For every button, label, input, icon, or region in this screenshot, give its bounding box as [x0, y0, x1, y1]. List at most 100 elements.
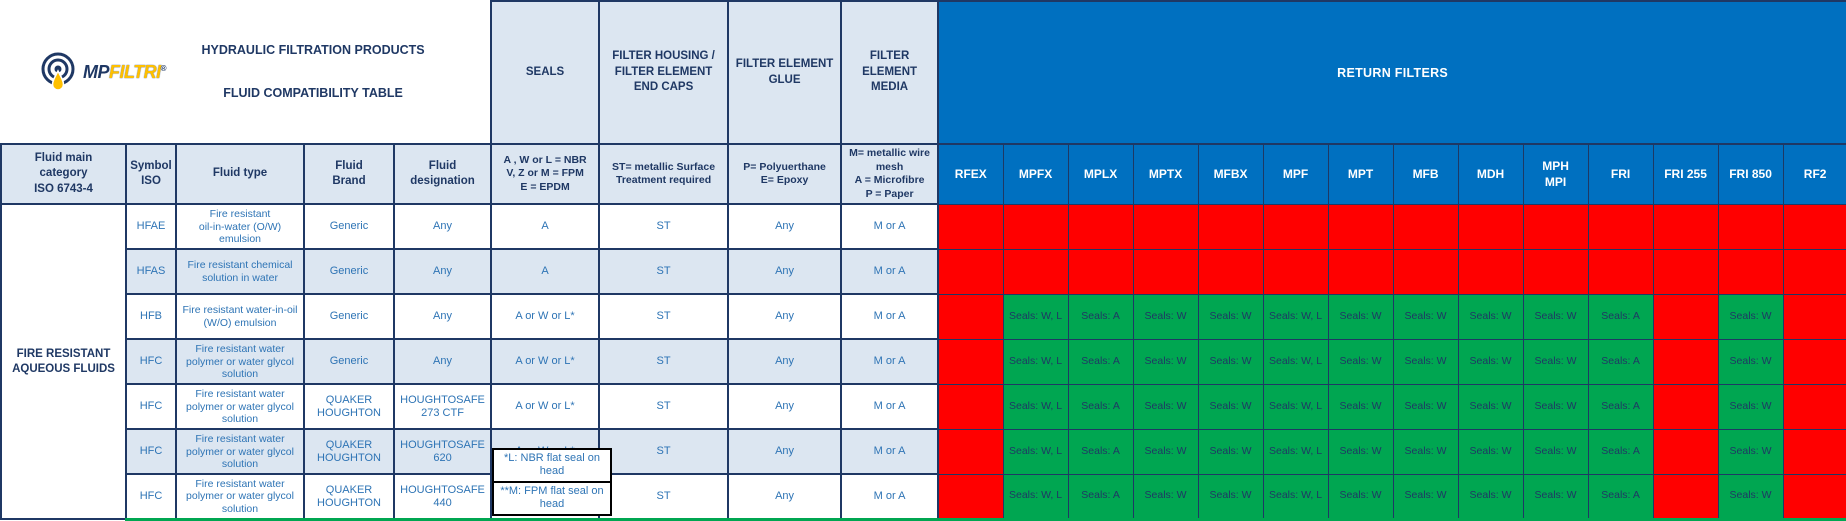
- group-header-return-filters: RETURN FILTERS: [937, 0, 1846, 146]
- compatible-cell: Seals: W: [1132, 338, 1199, 385]
- mp-filtri-logo-text: MPFILTRI®: [83, 61, 167, 82]
- compatible-cell: Seals: W: [1197, 338, 1264, 385]
- incompatible-cell: [937, 383, 1004, 430]
- compatible-cell: Seals: W: [1197, 428, 1264, 475]
- compatible-cell: Seals: A: [1067, 293, 1134, 340]
- filter-column-header: MPT: [1327, 143, 1394, 205]
- filter-columns-row: Fluid main category ISO 6743-4 Symbol IS…: [0, 143, 1846, 206]
- fluid-category-cell: FIRE RESISTANT AQUEOUS FLUIDS: [0, 203, 127, 521]
- compatible-cell: Seals: W: [1522, 473, 1589, 521]
- incompatible-cell: [1457, 248, 1524, 295]
- title-line-1: HYDRAULIC FILTRATION PRODUCTS: [201, 43, 425, 58]
- seals-cell: A or W or L*: [490, 383, 601, 431]
- endcaps-cell: ST: [598, 473, 730, 521]
- brand-title-cell: MPFILTRI® HYDRAULIC FILTRATION PRODUCTS …: [1, 1, 492, 146]
- table-row: HFB Fire resistant water-in-oil (W/O) emu…: [1, 293, 1846, 341]
- col-header-symbol: Symbol ISO: [125, 143, 177, 206]
- type-cell: Fire resistant chemical solution in wate…: [175, 248, 305, 296]
- col-header-end-caps-legend: ST= metallic Surface Treatment required: [598, 143, 730, 206]
- incompatible-cell: [1132, 203, 1199, 250]
- compatible-cell: Seals: W: [1717, 473, 1784, 521]
- glue-cell: Any: [727, 428, 843, 476]
- compatible-cell: Seals: W: [1392, 338, 1459, 385]
- filter-column-header: MDH: [1457, 143, 1524, 205]
- filter-column-header: MPTX: [1132, 143, 1199, 205]
- table-row: HFC Fire resistant water polymer or water…: [1, 473, 1846, 521]
- compatible-cell: Seals: W: [1132, 473, 1199, 521]
- seals-cell: A: [490, 248, 601, 296]
- seals-cell: A or W or L*: [490, 293, 601, 341]
- incompatible-cell: [1782, 338, 1846, 385]
- symbol-cell: HFC: [125, 383, 177, 431]
- compatible-cell: Seals: W: [1327, 293, 1394, 340]
- incompatible-cell: [1587, 248, 1654, 295]
- group-header-media: FILTER ELEMENT MEDIA: [840, 0, 940, 146]
- mp-filtri-logo-icon: [37, 51, 79, 93]
- col-header-seals-legend: A , W or L = NBR V, Z or M = FPM E = EPD…: [490, 143, 601, 206]
- compatible-cell: Seals: W: [1522, 383, 1589, 430]
- filter-column-header: MPF: [1262, 143, 1329, 205]
- compatible-cell: Seals: W: [1327, 473, 1394, 521]
- incompatible-cell: [1782, 383, 1846, 430]
- col-header-media-legend: M= metallic wire mesh A = Microfibre P =…: [840, 143, 940, 206]
- compatible-cell: Seals: W: [1132, 293, 1199, 340]
- incompatible-cell: [1652, 248, 1719, 295]
- incompatible-cell: [1262, 203, 1329, 250]
- incompatible-cell: [1067, 203, 1134, 250]
- incompatible-cell: [1002, 203, 1069, 250]
- endcaps-cell: ST: [598, 293, 730, 341]
- incompatible-cell: [1782, 203, 1846, 250]
- compatible-cell: Seals: W: [1717, 383, 1784, 430]
- type-cell: Fire resistant water-in-oil (W/O) emulsi…: [175, 293, 305, 341]
- incompatible-cell: [1782, 473, 1846, 521]
- col-header-category: Fluid main category ISO 6743-4: [0, 143, 127, 206]
- filter-column-header: MPH MPI: [1522, 143, 1589, 205]
- incompatible-cell: [1522, 203, 1589, 250]
- type-cell: Fire resistant water polymer or water gl…: [175, 338, 305, 386]
- filter-column-header: RF2: [1782, 143, 1846, 205]
- compatible-cell: Seals: W: [1717, 338, 1784, 385]
- brand-cell: QUAKER HOUGHTON: [303, 428, 395, 476]
- compatible-cell: Seals: A: [1587, 293, 1654, 340]
- designation-cell: HOUGHTOSAFE 273 CTF: [392, 383, 493, 431]
- incompatible-cell: [1457, 203, 1524, 250]
- media-cell: M or A: [840, 428, 940, 476]
- filter-column-header: MFB: [1392, 143, 1459, 205]
- compatible-cell: Seals: W: [1457, 338, 1524, 385]
- media-cell: M or A: [840, 473, 940, 521]
- incompatible-cell: [1392, 248, 1459, 295]
- compatible-cell: Seals: W: [1132, 383, 1199, 430]
- table-row: HFC Fire resistant water polymer or water…: [1, 338, 1846, 386]
- media-cell: M or A: [840, 248, 940, 296]
- col-header-fluid-type: Fluid type: [175, 143, 305, 206]
- col-header-brand: Fluid Brand: [303, 143, 395, 206]
- compatible-cell: Seals: A: [1587, 473, 1654, 521]
- table-row: HFC Fire resistant water polymer or water…: [1, 383, 1846, 431]
- filter-column-header: MFBX: [1197, 143, 1264, 205]
- incompatible-cell: [1652, 293, 1719, 340]
- filter-column-header: FRI 255: [1652, 143, 1719, 205]
- incompatible-cell: [1652, 383, 1719, 430]
- footnote-box: *L: NBR flat seal on head **M: FPM flat …: [492, 448, 612, 516]
- table-row: HFAS Fire resistant chemical solution in …: [1, 248, 1846, 296]
- media-cell: M or A: [840, 338, 940, 386]
- media-cell: M or A: [840, 203, 940, 251]
- title-line-2: FLUID COMPATIBILITY TABLE: [223, 85, 403, 100]
- compatible-cell: Seals: W: [1457, 293, 1524, 340]
- designation-cell: Any: [392, 293, 493, 341]
- endcaps-cell: ST: [598, 338, 730, 386]
- compatible-cell: Seals: A: [1067, 428, 1134, 475]
- type-cell: Fire resistant water polymer or water gl…: [175, 428, 305, 476]
- brand-cell: Generic: [303, 203, 395, 251]
- filter-column-header: FRI 850: [1717, 143, 1784, 205]
- compatible-cell: Seals: W, L: [1262, 338, 1329, 385]
- designation-cell: HOUGHTOSAFE 440: [392, 473, 493, 521]
- compatible-cell: Seals: W: [1392, 293, 1459, 340]
- filter-column-header: MPFX: [1002, 143, 1069, 205]
- designation-cell: Any: [392, 203, 493, 251]
- seals-cell: A or W or L*: [490, 338, 601, 386]
- glue-cell: Any: [727, 248, 843, 296]
- brand-cell: Generic: [303, 338, 395, 386]
- seals-cell: A: [490, 203, 601, 251]
